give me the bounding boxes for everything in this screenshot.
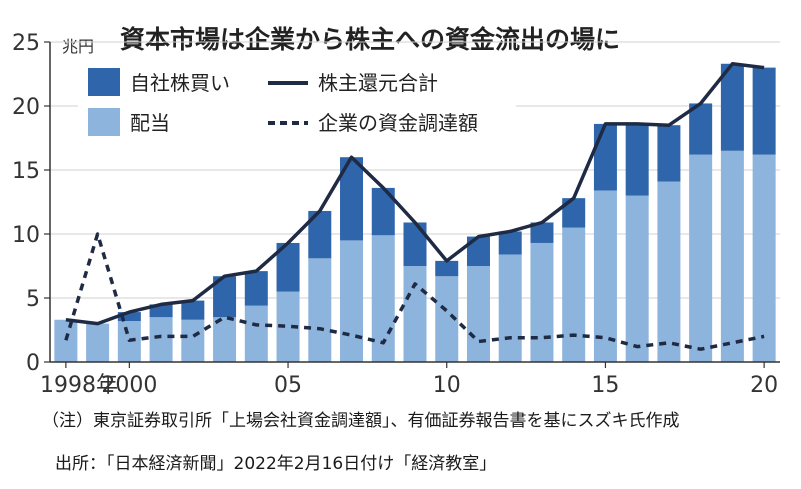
- y-tick-label: 25: [12, 31, 40, 56]
- bar-buyback: [371, 187, 395, 236]
- bar-buyback: [149, 304, 173, 318]
- bar-buyback: [530, 222, 554, 243]
- source-note: （注）東京証券取引所「上場会社資金調達額」、有価証券報告書を基にスズキ氏作成: [42, 411, 680, 431]
- bar-dividend: [562, 227, 586, 362]
- bar-buyback: [276, 242, 300, 292]
- bar-dividend: [308, 258, 332, 362]
- y-tick-label: 15: [12, 159, 40, 184]
- y-tick-label: 0: [26, 351, 40, 376]
- bar-dividend: [54, 319, 78, 362]
- bar-buyback: [720, 63, 744, 151]
- x-tick-label: 2000: [101, 373, 157, 398]
- bar-dividend: [752, 154, 776, 362]
- bar-dividend: [593, 190, 617, 362]
- chart-title: 資本市場は企業から株主への資金流出の場に: [120, 25, 620, 54]
- bar-dividend: [340, 240, 364, 362]
- bar-buyback: [117, 312, 141, 322]
- bar-buyback: [308, 210, 332, 259]
- bar-buyback: [625, 123, 649, 196]
- bar-buyback: [562, 198, 586, 228]
- bar-dividend: [213, 317, 237, 362]
- bar-buyback: [181, 300, 205, 320]
- bar-buyback: [498, 231, 522, 255]
- bar-dividend: [149, 317, 173, 362]
- line-funding: [64, 232, 765, 351]
- bars: [54, 63, 776, 362]
- bar-buyback: [213, 276, 237, 318]
- x-tick-label: 15: [591, 373, 619, 398]
- bar-dividend: [435, 276, 459, 362]
- bar-buyback: [689, 103, 713, 155]
- bar-dividend: [530, 242, 554, 362]
- bar-buyback: [435, 260, 459, 277]
- y-tick-label: 10: [12, 223, 40, 248]
- y-tick-label: 5: [26, 287, 40, 312]
- legend: 自社株買い 配当 株主還元合計 企業の資金調達額: [78, 58, 516, 146]
- legend-label-funding: 企業の資金調達額: [318, 111, 478, 135]
- legend-swatch-buyback: [88, 68, 120, 96]
- legend-label-dividend: 配当: [130, 111, 170, 135]
- bar-buyback: [340, 157, 364, 241]
- legend-label-total: 株主還元合計: [318, 71, 438, 95]
- legend-swatch-dividend: [88, 108, 120, 136]
- bar-dividend: [498, 254, 522, 362]
- bar-dividend: [466, 266, 490, 362]
- bar-dividend: [657, 181, 681, 362]
- bar-dividend: [403, 266, 427, 362]
- bar-dividend: [625, 195, 649, 362]
- y-tick-label: 20: [12, 95, 40, 120]
- bar-buyback: [752, 67, 776, 155]
- legend-box: [78, 58, 516, 146]
- credit-note: 出所：「日本経済新聞」2022年2月16日付け「経済教室」: [55, 454, 497, 474]
- x-tick-label: 20: [750, 373, 778, 398]
- bar-dividend: [244, 305, 268, 362]
- x-tick-label: 05: [274, 373, 302, 398]
- bar-dividend: [181, 319, 205, 362]
- bar-buyback: [657, 125, 681, 182]
- bar-buyback: [244, 271, 268, 306]
- bar-dividend: [689, 154, 713, 362]
- y-axis-ticks: 0 5 10 15 20 25: [12, 31, 50, 376]
- bar-dividend: [276, 291, 300, 362]
- lines: [64, 62, 765, 351]
- x-tick-label: 10: [433, 373, 461, 398]
- y-unit-label: 兆円: [62, 37, 94, 56]
- bar-dividend: [720, 150, 744, 362]
- bar-dividend: [86, 323, 110, 362]
- bar-buyback: [466, 236, 490, 266]
- x-tick-label: 1998年: [40, 373, 118, 398]
- bar-buyback: [403, 222, 427, 266]
- bar-buyback: [593, 123, 617, 191]
- legend-label-buyback: 自社株買い: [130, 71, 230, 95]
- line-total-return: [65, 62, 765, 326]
